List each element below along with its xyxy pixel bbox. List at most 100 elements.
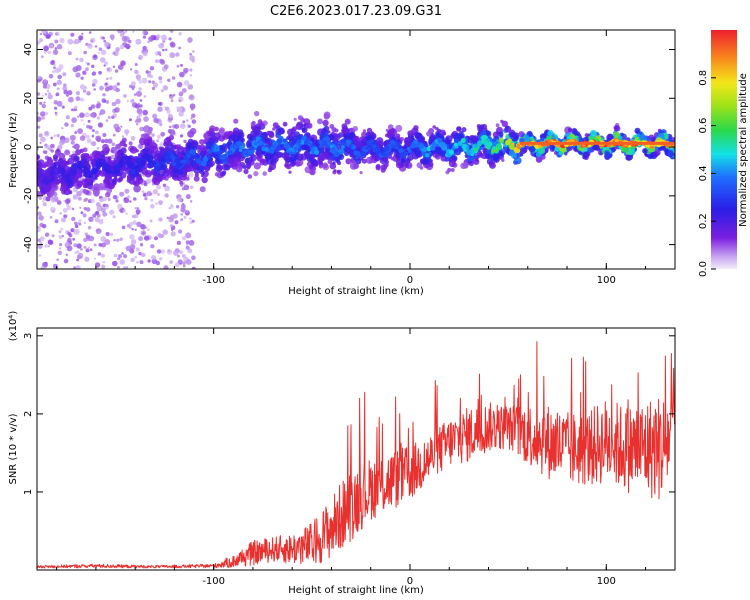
spectrogram-blob: [336, 169, 341, 174]
spectrogram-noise-blob: [65, 253, 69, 256]
spectrogram-noise-blob: [117, 254, 123, 259]
spectrogram-blob: [537, 147, 545, 155]
spectrogram-noise-blob: [182, 261, 187, 265]
spectrogram-noise-blob: [42, 84, 47, 89]
spectrogram-noise-blob: [115, 47, 120, 52]
spectrogram-noise-blob: [51, 209, 55, 213]
spectrogram-noise-blob: [97, 231, 101, 234]
spectrogram-noise-blob: [147, 228, 150, 232]
spectrogram-noise-blob: [134, 255, 138, 259]
spectrogram-noise-blob: [61, 127, 64, 130]
spectrogram-y-tick-label: -40: [23, 236, 34, 252]
spectrogram-blob: [175, 144, 181, 150]
spectrogram-noise-blob: [163, 64, 169, 70]
spectrogram-blob: [253, 162, 261, 170]
spectrogram-noise-blob: [74, 251, 77, 254]
spectrogram-noise-blob: [83, 50, 87, 55]
spectrogram-blob: [564, 152, 568, 156]
spectrogram-blob: [266, 130, 271, 135]
spectrogram-blob: [261, 150, 266, 155]
spectrogram-noise-blob: [159, 123, 163, 126]
spectrogram-peak: [375, 148, 380, 152]
spectrogram-blob: [586, 146, 593, 154]
spectrogram-peak: [283, 143, 290, 149]
spectrogram-noise-blob: [74, 224, 79, 228]
spectrogram-blob: [253, 171, 259, 177]
spectrogram-panel: -100 0 100 -40 -20 0 20 40 Height of straight …: [8, 29, 676, 297]
spectrogram-blob: [93, 152, 101, 160]
spectrogram-peak: [505, 139, 511, 146]
spectrogram-noise-blob: [79, 206, 82, 209]
spectrogram-noise-blob: [124, 30, 128, 33]
spectrogram-noise-blob: [53, 100, 58, 105]
spectrogram-noise-blob: [77, 115, 80, 118]
spectrogram-blob: [37, 190, 41, 197]
spectrogram-blob: [323, 152, 329, 158]
spectrogram-noise-blob: [67, 51, 72, 56]
spectrogram-blob: [642, 148, 648, 154]
spectrogram-noise-blob: [110, 154, 115, 160]
spectrogram-noise-blob: [100, 253, 105, 258]
spectrogram-noise-blob: [182, 264, 186, 268]
spectrogram-noise-blob: [145, 226, 148, 229]
spectrogram-blob: [73, 143, 80, 150]
spectrogram-blob: [104, 177, 111, 183]
spectrogram-peak: [418, 143, 424, 150]
spectrogram-peak: [195, 158, 202, 165]
spectrogram-blob: [451, 155, 458, 162]
spectrogram-peak: [352, 145, 357, 150]
spectrogram-noise-blob: [63, 258, 69, 264]
spectrogram-noise-blob: [138, 251, 142, 256]
spectrogram-noise-blob: [119, 237, 123, 241]
spectrogram-noise-blob: [44, 244, 48, 248]
spectrogram-noise-blob: [160, 131, 166, 137]
spectrogram-noise-blob: [177, 197, 183, 203]
spectrogram-noise-blob: [38, 254, 42, 257]
spectrogram-blob: [303, 150, 310, 157]
spectrogram-noise-blob: [70, 32, 75, 37]
spectrogram-blob: [308, 164, 314, 170]
spectrogram-noise-blob: [142, 35, 146, 39]
spectrogram-noise-blob: [95, 130, 99, 135]
spectrogram-noise-blob: [130, 68, 133, 71]
spectrogram-blob: [232, 127, 240, 135]
spectrogram-noise-blob: [169, 260, 173, 264]
spectrogram-peak: [383, 146, 389, 152]
spectrogram-blob: [495, 135, 499, 140]
spectrogram-noise-blob: [98, 47, 103, 51]
spectrogram-noise-blob: [43, 45, 49, 52]
spectrogram-blob: [104, 138, 109, 144]
spectrogram-noise-blob: [176, 106, 181, 111]
spectrogram-noise-blob: [189, 55, 195, 61]
spectrogram-blob: [46, 160, 54, 168]
spectrogram-blob: [395, 124, 403, 132]
spectrogram-noise-blob: [129, 118, 132, 122]
spectrogram-noise-blob: [105, 82, 108, 86]
spectrogram-noise-blob: [83, 207, 87, 211]
spectrogram-noise-blob: [76, 250, 80, 254]
colorbar: 0.0 0.2 0.4 0.6 0.8 Normalized spectral ampl…: [698, 30, 749, 277]
spectrogram-blob: [177, 153, 182, 159]
spectrogram-blob: [322, 162, 328, 169]
spectrogram-blob: [199, 166, 205, 172]
colorbar-tick-label: 0.4: [698, 165, 709, 181]
spectrogram-noise-blob: [73, 105, 78, 110]
snr-frame: [36, 327, 676, 571]
spectrogram-y-tick-label: 0: [23, 144, 34, 150]
spectrogram-blob: [395, 153, 402, 159]
spectrogram-noise-blob: [57, 74, 62, 80]
spectrogram-noise-blob: [121, 135, 124, 138]
spectrogram-peak: [499, 137, 504, 142]
spectrogram-noise-blob: [96, 146, 100, 150]
spectrogram-peak: [282, 138, 287, 143]
spectrogram-noise-blob: [37, 206, 40, 209]
snr-x-tick-label: -100: [202, 576, 225, 587]
spectrogram-noise-blob: [126, 100, 129, 103]
spectrogram-noise-blob: [190, 200, 193, 203]
spectrogram-peak: [255, 136, 261, 142]
colorbar-ticks: 0.0 0.2 0.4 0.6 0.8: [698, 70, 716, 277]
spectrogram-noise-blob: [63, 89, 68, 95]
spectrogram-blob: [407, 130, 414, 137]
spectrogram-noise-blob: [158, 234, 163, 239]
spectrogram-noise-blob: [72, 237, 76, 241]
